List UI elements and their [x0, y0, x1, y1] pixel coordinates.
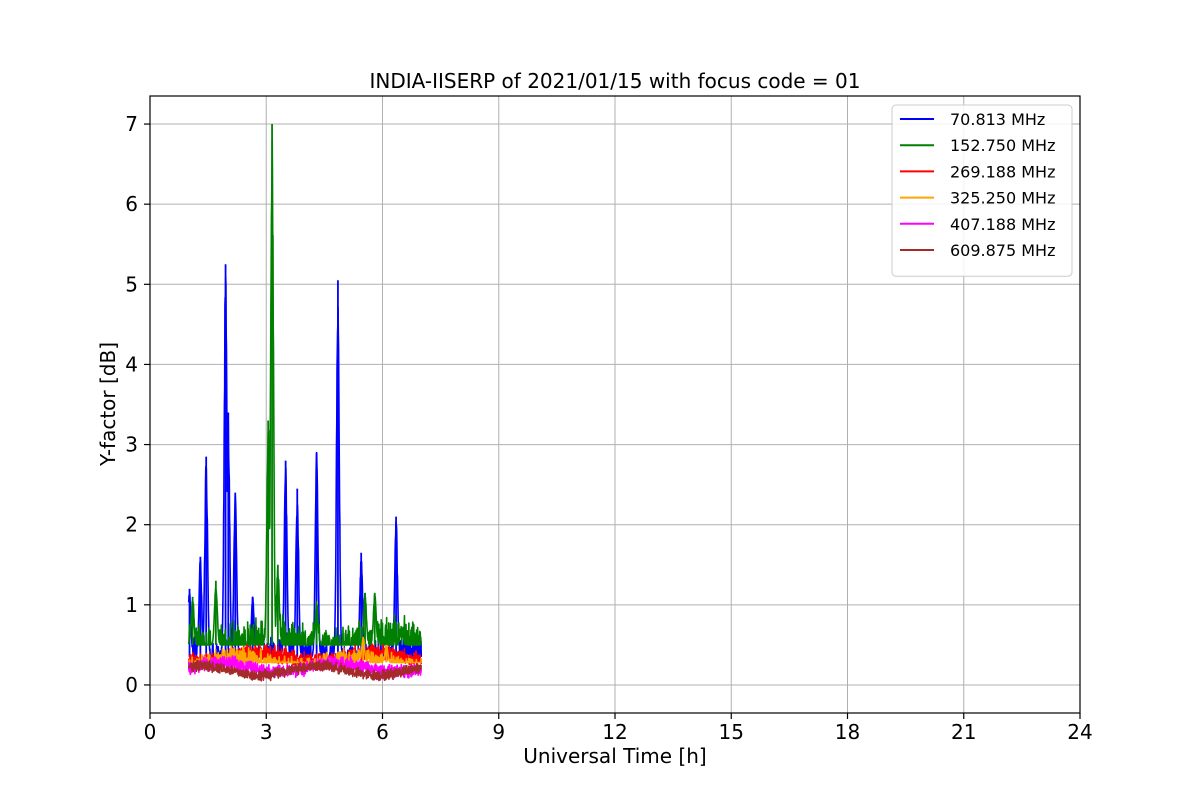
plot-area — [187, 124, 423, 682]
y-axis-ticks: 0 1 2 3 4 5 6 7 — [125, 112, 150, 697]
series-line-2 — [187, 138, 423, 646]
y-tick-label: 0 — [125, 673, 138, 697]
x-tick-label: 12 — [602, 720, 627, 744]
y-tick-label: 4 — [125, 352, 138, 376]
legend: 70.813 MHz 152.750 MHz 269.188 MHz 325.250 … — [891, 104, 1073, 277]
y-tick-label: 5 — [125, 272, 138, 296]
x-tick-label: 18 — [835, 720, 860, 744]
x-tick-label: 0 — [144, 720, 157, 744]
y-tick-label: 6 — [125, 192, 138, 216]
legend-entry: 407.188 MHz — [950, 215, 1055, 234]
x-axis-label: Universal Time [h] — [523, 744, 706, 768]
x-tick-label: 9 — [492, 720, 505, 744]
series-line-1 — [187, 275, 423, 658]
chart-title: INDIA-IISERP of 2021/01/15 with focus co… — [370, 69, 861, 93]
x-tick-label: 3 — [260, 720, 273, 744]
legend-entry: 269.188 MHz — [950, 162, 1055, 181]
legend-entry: 325.250 MHz — [950, 189, 1055, 208]
legend-entry: 609.875 MHz — [950, 241, 1055, 260]
legend-entry: 70.813 MHz — [950, 110, 1045, 129]
legend-entry: 152.750 MHz — [950, 136, 1055, 155]
x-tick-label: 15 — [719, 720, 744, 744]
x-axis-ticks: 0 3 6 9 12 15 18 21 24 — [144, 713, 1093, 744]
y-axis-label: Y-factor [dB] — [96, 342, 120, 467]
x-tick-label: 24 — [1067, 720, 1092, 744]
x-tick-label: 6 — [376, 720, 389, 744]
x-tick-label: 21 — [951, 720, 976, 744]
y-tick-label: 3 — [125, 433, 138, 457]
y-tick-label: 2 — [125, 513, 138, 537]
legend-box — [891, 104, 1073, 277]
y-tick-label: 1 — [125, 593, 138, 617]
series-group — [187, 124, 423, 682]
y-tick-label: 7 — [125, 112, 138, 136]
series-line-6 — [187, 659, 423, 682]
grid — [149, 96, 1081, 713]
